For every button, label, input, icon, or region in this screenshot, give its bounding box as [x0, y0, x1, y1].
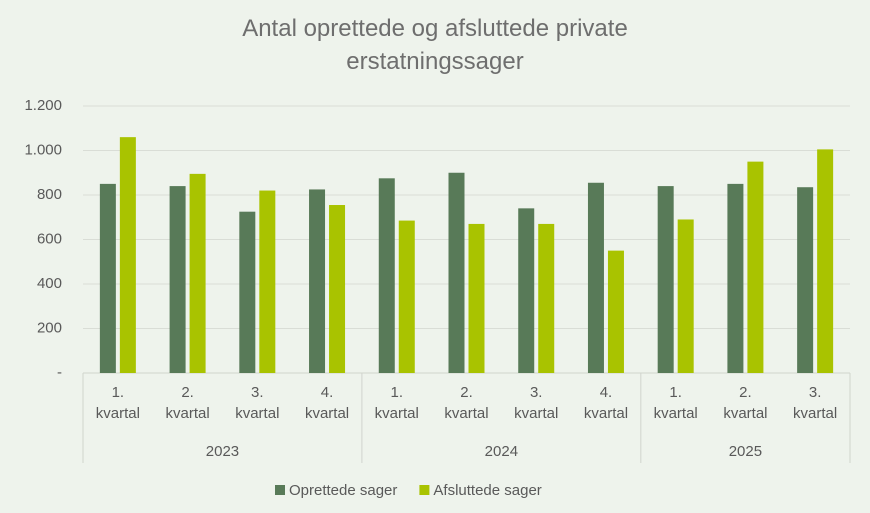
group-label: 2025: [729, 443, 762, 460]
bar: [677, 219, 694, 373]
x-tick-label: 2. kvartal: [723, 384, 767, 422]
group-label: 2023: [206, 443, 239, 460]
bar: [468, 223, 485, 373]
bar: [448, 172, 465, 373]
legend-label: Oprettede sager: [289, 482, 397, 499]
x-tick-label: 4. kvartal: [305, 384, 349, 422]
x-tick-label: 3. kvartal: [793, 384, 837, 422]
bar: [239, 211, 256, 373]
y-tick-label: 200: [37, 319, 62, 336]
chart-title: Antal oprettede og afsluttede private ers…: [242, 15, 628, 75]
x-tick-label: 4. kvartal: [584, 384, 628, 422]
legend-label: Afsluttede sager: [433, 482, 541, 499]
bar: [518, 208, 535, 373]
x-tick-label: 1. kvartal: [96, 384, 140, 422]
bar: [169, 186, 186, 373]
y-tick-label: 600: [37, 230, 62, 247]
bar: [727, 183, 744, 373]
bar: [797, 187, 814, 373]
legend-swatch: [275, 485, 285, 495]
x-tick-label: 3. kvartal: [514, 384, 558, 422]
x-tick-label: 2. kvartal: [165, 384, 209, 422]
bar: [378, 178, 395, 373]
group-label: 2024: [485, 443, 518, 460]
x-tick-label: 3. kvartal: [235, 384, 279, 422]
y-tick-label: 1.200: [24, 97, 62, 114]
bar: [657, 186, 674, 373]
y-tick-label: 1.000: [24, 141, 62, 158]
y-tick-label: 400: [37, 275, 62, 292]
y-tick-label: -: [57, 364, 62, 381]
bar: [398, 220, 415, 373]
bar: [189, 173, 206, 373]
x-tick-label: 1. kvartal: [375, 384, 419, 422]
bar: [607, 250, 624, 373]
bar: [587, 182, 604, 373]
bar: [329, 205, 346, 373]
bar: [817, 149, 834, 373]
x-tick-label: 1. kvartal: [654, 384, 698, 422]
bar: [309, 189, 326, 373]
y-tick-label: 800: [37, 186, 62, 203]
bar: [747, 161, 764, 373]
legend-swatch: [419, 485, 430, 495]
bar: [259, 190, 276, 373]
x-tick-label: 2. kvartal: [444, 384, 488, 422]
bar: [538, 223, 555, 373]
bar: [119, 137, 136, 373]
bar: [99, 183, 116, 373]
